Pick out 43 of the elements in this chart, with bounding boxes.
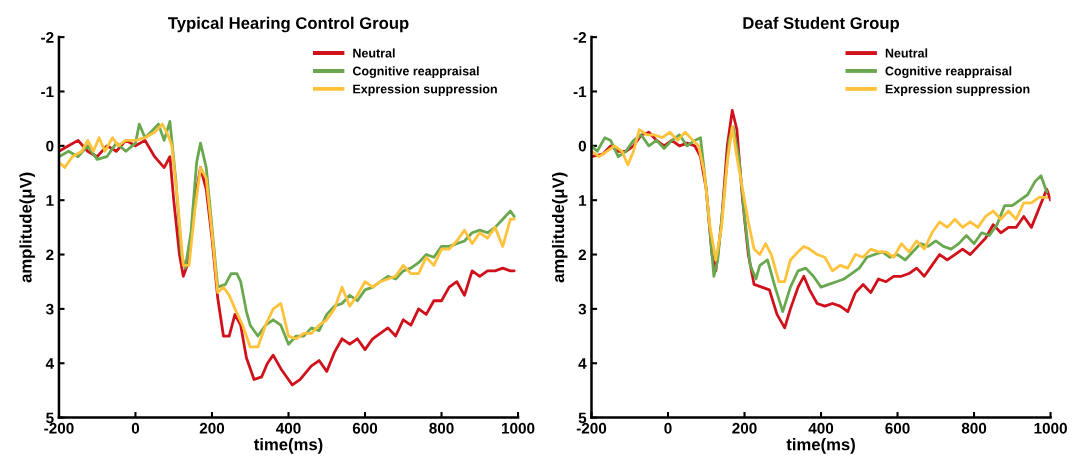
y-tick-label: 3 xyxy=(45,303,54,315)
x-axis-title: time(ms) xyxy=(253,438,323,454)
y-tick-label: 3 xyxy=(578,303,587,315)
x-tick-label: 800 xyxy=(961,422,987,434)
legend-label: Neutral xyxy=(353,48,395,58)
y-tick-label: 5 xyxy=(46,412,54,424)
legend-label: Neutral xyxy=(885,48,928,58)
y-tick-label: -2 xyxy=(573,31,587,43)
x-tick-label: 200 xyxy=(732,422,757,434)
x-tick-label: 200 xyxy=(199,422,225,434)
y-tick-label: 5 xyxy=(578,412,587,424)
y-axis-title: amplitude(μV) xyxy=(19,172,35,283)
y-tick-label: 0 xyxy=(46,140,54,152)
chart-title: Deaf Student Group xyxy=(743,16,900,33)
x-tick-label: 400 xyxy=(808,422,834,434)
y-tick-label: 1 xyxy=(579,195,587,206)
y-tick-label: 4 xyxy=(45,358,55,369)
legend-label: Expression suppression xyxy=(885,84,1030,96)
x-tick-label: 1000 xyxy=(502,422,535,434)
y-tick-label: 0 xyxy=(578,140,586,152)
legend-label: Expression suppression xyxy=(353,84,497,96)
x-tick-label: 0 xyxy=(664,422,672,434)
x-tick-label: 600 xyxy=(352,422,378,434)
y-tick-label: -1 xyxy=(41,86,54,98)
y-axis-title: amplitude(μV) xyxy=(551,172,568,283)
x-axis-title: time(ms) xyxy=(786,438,855,454)
y-tick-label: -1 xyxy=(573,86,587,98)
y-tick-label: -2 xyxy=(41,31,54,43)
x-tick-label: 600 xyxy=(885,422,910,434)
line-series xyxy=(591,125,1049,284)
legend-label: Cognitive reappraisal xyxy=(352,66,479,78)
x-tick-label: 0 xyxy=(131,422,140,434)
x-tick-label: -200 xyxy=(44,422,74,434)
x-tick-label: 800 xyxy=(429,422,454,434)
y-tick-label: 2 xyxy=(578,249,587,261)
chart-title: Typical Hearing Control Group xyxy=(168,16,409,33)
y-tick-label: 4 xyxy=(578,358,587,369)
x-tick-label: -200 xyxy=(576,422,607,434)
x-tick-label: 400 xyxy=(275,422,301,434)
legend-label: Cognitive reappraisal xyxy=(885,66,1012,78)
x-tick-label: 1000 xyxy=(1034,422,1067,434)
y-tick-label: 1 xyxy=(46,195,54,206)
y-tick-label: 2 xyxy=(46,249,54,261)
